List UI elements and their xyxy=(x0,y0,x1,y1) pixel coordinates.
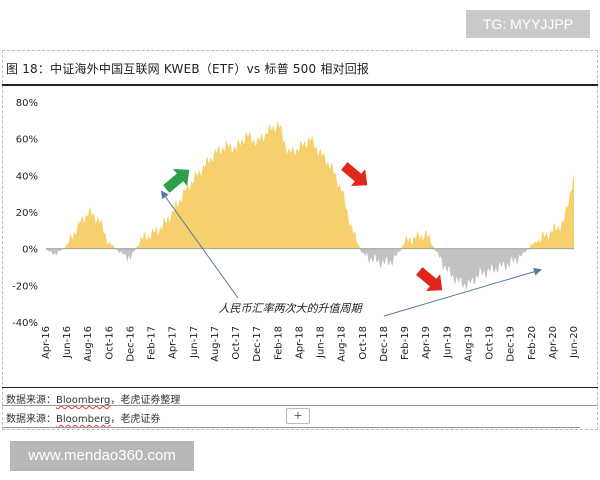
red-down-arrow-top xyxy=(341,162,368,186)
source-2-word: Bloomberg xyxy=(56,414,111,425)
x-tick-label: Oct-19 xyxy=(485,326,496,360)
x-tick-label: Aug-17 xyxy=(210,326,221,362)
source-divider-2 xyxy=(2,405,598,406)
relative-return-chart: -40% -20% 0% 20% 40% 60% 80% Apr-16 Jun-16 Aug-16… xyxy=(12,98,580,362)
x-tick-label: Jun-18 xyxy=(316,326,327,359)
annotation-pointer-left xyxy=(160,190,239,299)
x-tick-label: Jun-17 xyxy=(189,326,200,359)
x-tick-label: Jun-16 xyxy=(62,326,73,359)
red-down-arrow-top-shape xyxy=(341,162,368,186)
y-tick-label: 80% xyxy=(16,98,38,109)
x-tick-label: Oct-16 xyxy=(104,326,115,360)
y-tick-label: 20% xyxy=(16,208,38,219)
x-tick-label: Apr-20 xyxy=(548,326,559,359)
x-tick-label: Feb-19 xyxy=(400,326,411,360)
x-tick-label: Apr-17 xyxy=(168,326,179,359)
green-up-arrow xyxy=(163,169,190,193)
source-2-suffix: ，老虎证券 xyxy=(110,414,161,425)
source-divider-3 xyxy=(2,427,580,428)
red-down-arrow-bottom-shape xyxy=(416,267,443,291)
x-tick-label: Jun-20 xyxy=(569,326,580,359)
x-tick-label: Aug-18 xyxy=(337,326,348,362)
x-tick-label: Dec-19 xyxy=(506,326,517,362)
annotation-label: 人民币汇率两次大的升值周期 xyxy=(219,302,364,315)
add-button[interactable]: + xyxy=(286,408,310,424)
y-tick-label: 60% xyxy=(16,135,38,146)
negative-return-area xyxy=(46,248,574,290)
source-line-2: 数据来源：Bloomberg，老虎证券 xyxy=(6,410,160,425)
x-tick-label: Dec-18 xyxy=(379,326,390,362)
x-tick-label: Aug-16 xyxy=(83,326,94,362)
x-tick-label: Oct-17 xyxy=(231,326,242,360)
source-1-prefix: 数据来源： xyxy=(6,395,56,406)
source-1-suffix: ，老虎证券整理 xyxy=(110,395,181,406)
source-divider xyxy=(2,387,598,388)
green-up-arrow-shape xyxy=(163,169,190,193)
y-tick-label: -20% xyxy=(12,281,38,292)
x-tick-label: Oct-18 xyxy=(358,326,369,360)
figure-frame xyxy=(2,50,598,430)
x-tick-label: Feb-17 xyxy=(147,326,158,360)
red-down-arrow-bottom xyxy=(416,267,443,291)
source-2-prefix: 数据来源： xyxy=(6,414,56,425)
x-tick-label: Dec-16 xyxy=(125,326,136,362)
title-divider xyxy=(2,84,598,86)
source-line-1: 数据来源：Bloomberg，老虎证券整理 xyxy=(6,391,180,406)
y-tick-label: 40% xyxy=(16,171,38,182)
y-tick-label: 0% xyxy=(22,245,38,256)
figure-title: 图 18：中证海外中国互联网 KWEB（ETF）vs 标普 500 相对回报 xyxy=(6,62,370,76)
x-tick-label: Apr-19 xyxy=(421,326,432,359)
source-1-word: Bloomberg xyxy=(56,395,111,406)
x-tick-label: Jun-19 xyxy=(442,326,453,359)
x-tick-label: Feb-20 xyxy=(527,326,538,360)
positive-return-area xyxy=(46,121,574,249)
watermark-top: TG: MYYJJPP xyxy=(466,10,590,38)
y-tick-label: -40% xyxy=(12,318,38,329)
x-tick-label: Apr-18 xyxy=(294,326,305,359)
annotation-pointer-right xyxy=(383,267,542,317)
x-tick-label: Apr-16 xyxy=(41,326,52,359)
x-tick-label: Dec-17 xyxy=(252,326,263,362)
x-tick-label: Feb-18 xyxy=(273,326,284,360)
watermark-bottom: www.mendao360.com xyxy=(10,441,194,471)
x-tick-label: Aug-19 xyxy=(463,326,474,362)
